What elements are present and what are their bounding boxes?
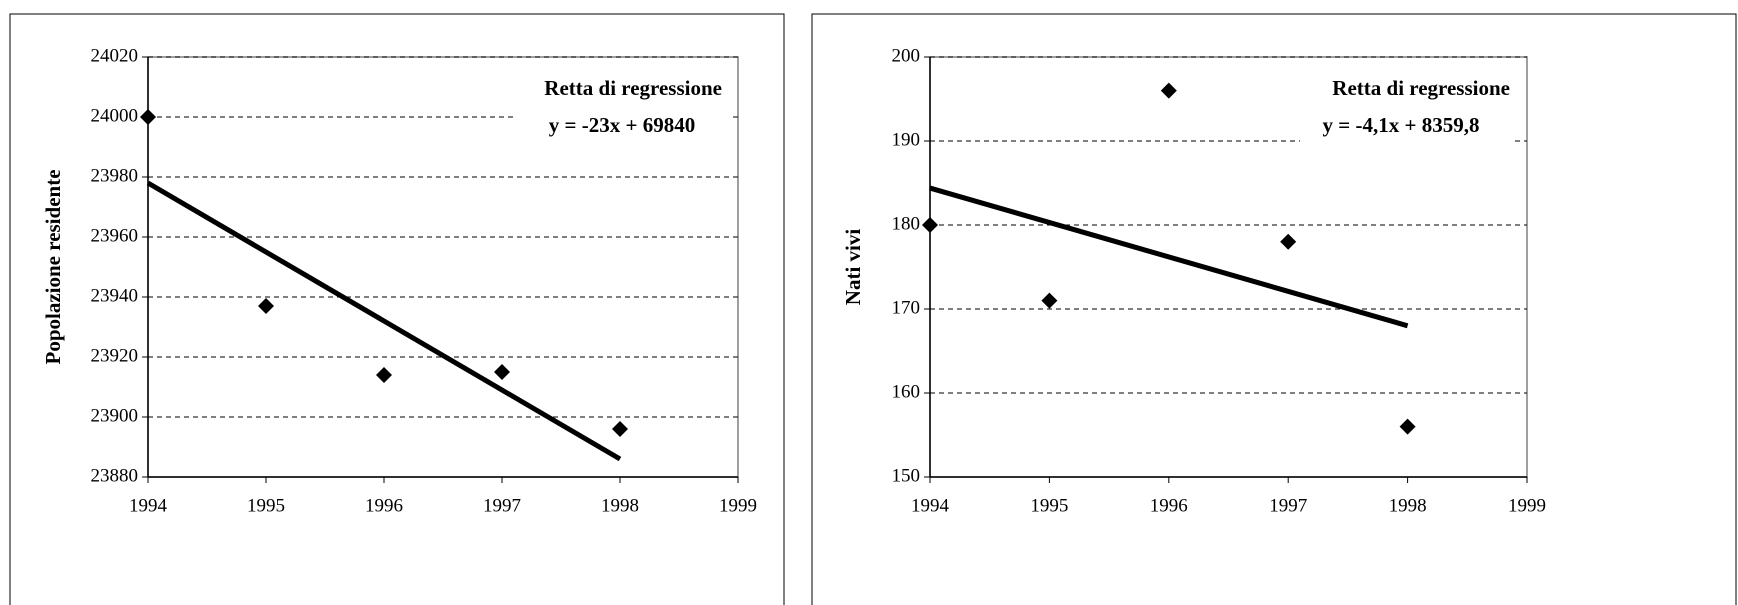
x-tick-label: 1998 bbox=[1389, 495, 1427, 516]
y-tick-label: 23880 bbox=[91, 465, 139, 486]
marker bbox=[922, 217, 938, 233]
trendline bbox=[929, 185, 1409, 329]
x-tick-label: 1994 bbox=[129, 495, 168, 516]
x-tick-label: 1997 bbox=[483, 495, 521, 516]
annotation: Retta di regressione bbox=[1332, 76, 1510, 100]
trendline bbox=[146, 180, 622, 462]
y-tick-label: 23900 bbox=[91, 405, 139, 426]
y-tick-label: 23940 bbox=[91, 285, 139, 306]
marker bbox=[1041, 292, 1058, 309]
y-tick-label: 190 bbox=[892, 129, 921, 150]
y-tick-label: 160 bbox=[892, 381, 921, 402]
y-tick-label: 24000 bbox=[91, 105, 139, 126]
x-tick-label: 1998 bbox=[601, 495, 639, 516]
annotation-background bbox=[1300, 74, 1515, 144]
y-tick-label: 23980 bbox=[91, 165, 139, 186]
y-tick-label: 150 bbox=[892, 465, 921, 486]
x-tick-label: 1999 bbox=[1508, 495, 1546, 516]
y-tick-label: 170 bbox=[892, 297, 921, 318]
y-axis-label: Popolazione residente bbox=[41, 169, 65, 364]
marker bbox=[1280, 233, 1297, 250]
x-tick-label: 1995 bbox=[1030, 495, 1068, 516]
marker bbox=[494, 364, 510, 380]
annotation: Retta di regressione bbox=[544, 76, 722, 100]
annotation: y = -4,1x + 8359,8 bbox=[1323, 113, 1480, 137]
annotation-background bbox=[515, 74, 730, 144]
y-tick-label: 24020 bbox=[91, 45, 139, 66]
x-tick-label: 1999 bbox=[719, 495, 757, 516]
y-axis-label: Nati vivi bbox=[841, 229, 865, 306]
y-tick-label: 180 bbox=[892, 213, 921, 234]
y-tick-label: 23960 bbox=[91, 225, 139, 246]
annotation: y = -23x + 69840 bbox=[549, 113, 695, 137]
y-tick-label: 200 bbox=[892, 45, 921, 66]
marker bbox=[1399, 418, 1416, 435]
marker bbox=[1160, 82, 1177, 99]
x-tick-label: 1997 bbox=[1269, 495, 1307, 516]
marker bbox=[140, 109, 156, 125]
x-tick-label: 1995 bbox=[247, 495, 285, 516]
x-tick-label: 1996 bbox=[365, 495, 403, 516]
x-tick-label: 1996 bbox=[1150, 495, 1188, 516]
marker bbox=[258, 298, 274, 314]
y-tick-label: 23920 bbox=[91, 345, 139, 366]
x-tick-label: 1994 bbox=[911, 495, 950, 516]
marker bbox=[376, 367, 392, 383]
marker bbox=[612, 421, 628, 437]
